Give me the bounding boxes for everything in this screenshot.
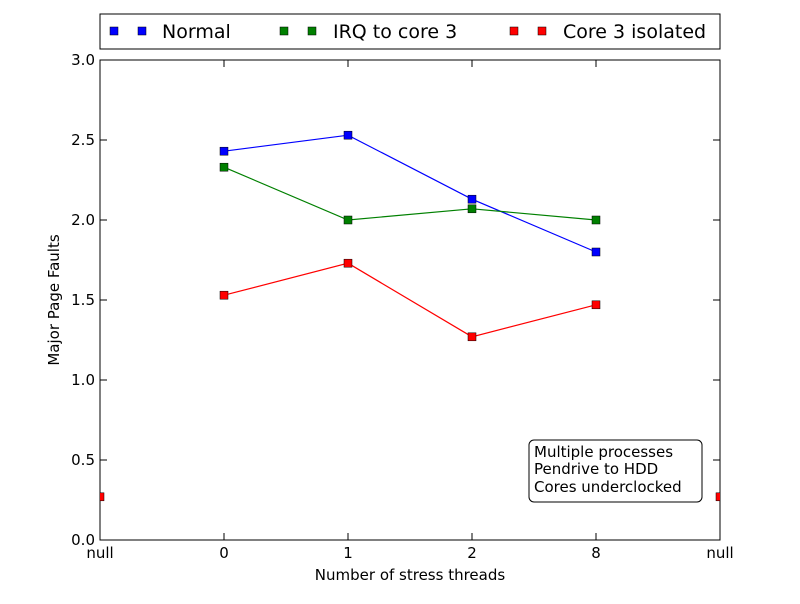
x-tick-label: 2	[467, 544, 477, 562]
series-line-irq-to-core-3	[223, 166, 597, 221]
annotation-frame	[528, 439, 703, 503]
legend-entry-normal: Normal	[109, 21, 231, 43]
legend-label-normal: Normal	[162, 21, 231, 43]
series-layer	[100, 130, 720, 502]
x-axis-label: Number of stress threads	[315, 566, 506, 584]
x-tick-label: 8	[591, 544, 601, 562]
data-point-normal	[591, 247, 601, 257]
axis-ticks: 0.0 0.5 1.0 1.5 2.0 2.5 3.0 null 0 1 2 8 null	[71, 51, 734, 562]
y-tick-label: 2.0	[71, 211, 95, 229]
series-line-normal	[223, 134, 597, 253]
y-tick-label: 0.5	[71, 451, 95, 469]
data-point-core-3-isolated	[467, 332, 477, 342]
x-tick-label: null	[86, 544, 113, 562]
data-point-irq-to-core-3	[467, 204, 477, 214]
series-line-core-3-isolated	[223, 262, 597, 338]
data-point-irq-to-core-3	[219, 162, 229, 172]
data-point-irq-to-core-3	[343, 215, 353, 225]
legend-entry-irq-to-core-3: IRQ to core 3	[279, 21, 457, 43]
legend-entry-core-3-isolated: Core 3 isolated	[509, 21, 706, 43]
data-point-normal	[343, 130, 353, 140]
y-tick-label: 2.5	[71, 131, 95, 149]
y-tick-label: 1.5	[71, 291, 95, 309]
annotation-box: Multiple processes Pendrive to HDD Cores…	[528, 439, 703, 503]
legend-marker-irq-to-core-3	[307, 26, 317, 36]
x-tick-label: null	[706, 544, 733, 562]
data-point-irq-to-core-3	[591, 215, 601, 225]
legend-marker-normal	[109, 26, 119, 36]
legend-frame	[99, 13, 721, 50]
data-point-normal	[467, 194, 477, 204]
data-point-core-3-isolated	[219, 290, 229, 300]
y-tick-label: 1.0	[71, 371, 95, 389]
x-tick-label: 0	[219, 544, 229, 562]
annotation-line-1: Multiple processes	[534, 443, 673, 461]
data-point-core-3-isolated	[715, 492, 720, 502]
y-tick-label: 3.0	[71, 51, 95, 69]
data-point-core-3-isolated	[591, 300, 601, 310]
legend: Normal IRQ to core 3 Core 3 isolated	[99, 13, 721, 50]
annotation-line-2: Pendrive to HDD	[534, 460, 658, 478]
annotation-line-3: Cores underclocked	[534, 478, 682, 496]
data-point-core-3-isolated	[343, 258, 353, 268]
data-point-normal	[219, 146, 229, 156]
y-axis-label: Major Page Faults	[45, 234, 63, 365]
x-tick-label: 1	[343, 544, 353, 562]
y-tick-label: 0.0	[71, 531, 95, 549]
legend-label-core-3-isolated: Core 3 isolated	[563, 21, 706, 43]
legend-marker-normal	[137, 26, 147, 36]
legend-marker-core-3-isolated	[537, 26, 547, 36]
data-point-core-3-isolated	[100, 492, 105, 502]
legend-label-irq-to-core-3: IRQ to core 3	[333, 21, 457, 43]
legend-marker-core-3-isolated	[509, 26, 519, 36]
legend-marker-irq-to-core-3	[279, 26, 289, 36]
